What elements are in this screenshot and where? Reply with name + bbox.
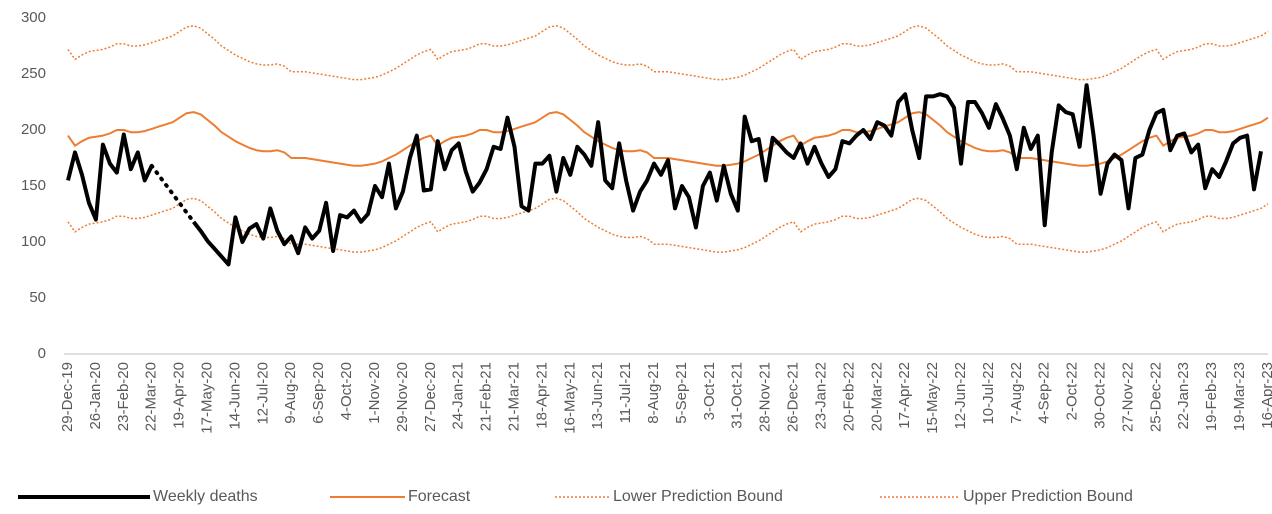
x-tick-label: 28-Nov-21: [757, 362, 774, 432]
x-tick-label: 20-Mar-22: [868, 362, 885, 431]
x-tick-label: 10-Jul-22: [980, 362, 997, 425]
x-tick-label: 23-Jan-22: [812, 362, 829, 430]
x-tick-label: 12-Jun-22: [952, 362, 969, 430]
x-tick-label: 1-Nov-20: [366, 362, 383, 424]
x-tick-label: 29-Nov-20: [394, 362, 411, 432]
x-tick-label: 16-May-21: [561, 362, 578, 434]
legend-label: Weekly deaths: [153, 488, 258, 505]
x-tick-label: 27-Nov-22: [1119, 362, 1136, 432]
x-tick-label: 23-Feb-20: [115, 362, 132, 431]
x-tick-label: 17-May-20: [199, 362, 216, 434]
y-tick-label: 50: [29, 289, 46, 306]
gap-connector: [149, 163, 196, 224]
y-tick-label: 250: [21, 65, 46, 82]
legend-label: Upper Prediction Bound: [963, 488, 1133, 505]
legend-label: Lower Prediction Bound: [613, 488, 783, 505]
x-tick-label: 12-Jul-20: [254, 362, 271, 425]
x-tick-label: 26-Dec-21: [785, 362, 802, 432]
x-tick-label: 9-Aug-20: [282, 362, 299, 424]
x-tick-label: 26-Jan-20: [87, 362, 104, 430]
x-tick-label: 14-Jun-20: [226, 362, 243, 430]
x-tick-label: 2-Oct-22: [1064, 362, 1081, 420]
x-tick-label: 22-Mar-20: [143, 362, 160, 431]
y-tick-label: 100: [21, 233, 46, 250]
x-tick-label: 11-Jul-21: [617, 362, 634, 423]
series-line: [67, 111, 1269, 167]
series-line: [67, 25, 1269, 81]
x-tick-label: 20-Feb-22: [840, 362, 857, 431]
x-tick-label: 22-Jan-23: [1175, 362, 1192, 430]
series-line: [66, 83, 1263, 267]
x-tick-label: 18-Apr-21: [533, 362, 550, 429]
x-tick-label: 16-Apr-23: [1259, 362, 1272, 429]
x-tick-label: 24-Jan-21: [450, 362, 467, 430]
x-tick-label: 7-Aug-22: [1008, 362, 1025, 424]
x-tick-label: 15-May-22: [924, 362, 941, 434]
legend-label: Forecast: [408, 488, 471, 505]
x-tick-label: 13-Jun-21: [589, 362, 606, 430]
y-tick-label: 0: [38, 345, 46, 362]
x-tick-label: 30-Oct-22: [1092, 362, 1109, 429]
x-tick-label: 31-Oct-21: [729, 362, 746, 429]
x-tick-label: 19-Mar-23: [1231, 362, 1248, 431]
x-tick-label: 5-Sep-21: [673, 362, 690, 424]
y-tick-label: 200: [21, 121, 46, 138]
x-tick-label: 19-Feb-23: [1203, 362, 1220, 431]
legend: Weekly deaths Forecast Lower Prediction Bo…: [18, 488, 1133, 505]
x-tick-label: 25-Dec-22: [1147, 362, 1164, 432]
x-tick-label: 19-Apr-20: [171, 362, 188, 429]
x-tick-label: 21-Mar-21: [505, 362, 522, 431]
y-tick-label: 300: [21, 9, 46, 26]
series-line: [67, 197, 1269, 253]
x-tick-label: 27-Dec-20: [422, 362, 439, 432]
x-tick-label: 4-Oct-20: [338, 362, 355, 420]
x-tick-label: 4-Sep-22: [1036, 362, 1053, 424]
x-tick-label: 3-Oct-21: [701, 362, 718, 420]
x-tick-label: 8-Aug-21: [645, 362, 662, 424]
x-tick-label: 6-Sep-20: [310, 362, 327, 424]
y-tick-label: 150: [21, 177, 46, 194]
x-tick-label: 21-Feb-21: [478, 362, 495, 431]
x-tick-label: 17-Apr-22: [896, 362, 913, 429]
x-tick-label: 29-Dec-19: [59, 362, 76, 432]
